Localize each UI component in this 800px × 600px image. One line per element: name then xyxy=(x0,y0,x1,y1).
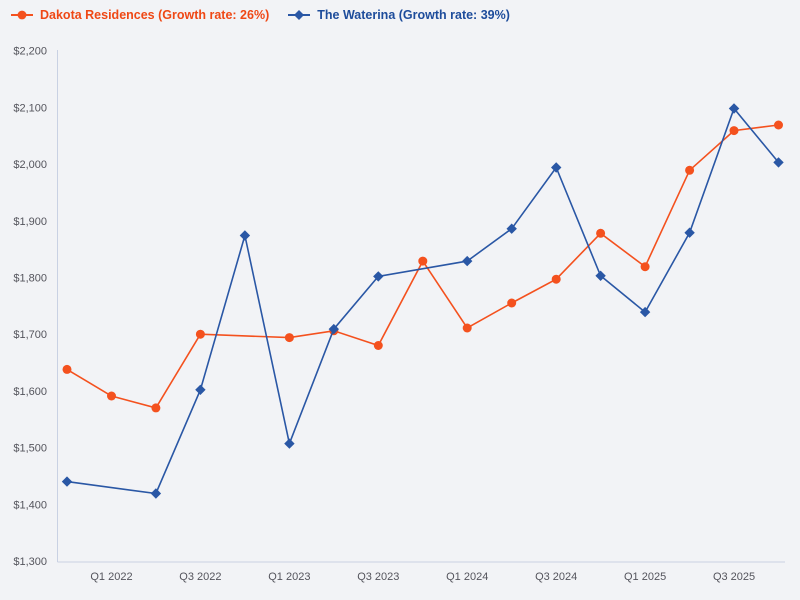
series-dakota-residences xyxy=(62,120,783,413)
line-circle-marker-icon xyxy=(11,10,33,20)
data-point-circle xyxy=(62,364,72,374)
data-point-circle xyxy=(151,403,161,413)
x-tick-label: Q3 2025 xyxy=(713,571,755,583)
data-point-diamond xyxy=(684,227,695,238)
series-the-waterina xyxy=(61,103,784,499)
x-tick-label: Q1 2025 xyxy=(624,571,666,583)
y-tick-label: $2,200 xyxy=(13,46,47,58)
legend-item-dakota-residences[interactable]: Dakota Residences (Growth rate: 26%) xyxy=(10,8,269,22)
data-point-circle xyxy=(462,323,472,333)
data-point-diamond xyxy=(551,162,562,173)
data-point-diamond xyxy=(639,306,651,318)
x-tick-label: Q1 2024 xyxy=(446,571,488,583)
data-point-diamond xyxy=(284,438,295,449)
y-tick-label: $1,700 xyxy=(13,329,47,341)
y-tick-label: $1,500 xyxy=(13,443,47,455)
x-tick-label: Q3 2024 xyxy=(535,571,577,583)
axes xyxy=(57,50,785,563)
data-point-diamond xyxy=(195,384,206,395)
chart-legend: Dakota Residences (Growth rate: 26%) The… xyxy=(10,8,510,22)
y-tick-label: $1,300 xyxy=(13,556,47,568)
legend-item-the-waterina[interactable]: The Waterina (Growth rate: 39%) xyxy=(287,8,510,22)
y-tick-label: $1,800 xyxy=(13,273,47,285)
data-point-circle xyxy=(507,298,517,308)
data-point-circle xyxy=(373,341,383,350)
series-line xyxy=(66,124,779,409)
data-point-circle xyxy=(418,256,428,266)
y-tick-label: $2,100 xyxy=(13,102,47,114)
data-point-diamond xyxy=(150,488,162,499)
x-tick-label: Q1 2023 xyxy=(268,571,310,583)
legend-label-the-waterina: The Waterina (Growth rate: 39%) xyxy=(317,8,510,22)
data-point-circle xyxy=(195,329,205,339)
y-tick-label: $1,600 xyxy=(13,386,47,398)
legend-label-dakota-residences: Dakota Residences (Growth rate: 26%) xyxy=(40,8,270,22)
data-point-circle xyxy=(774,120,783,130)
data-point-circle xyxy=(551,274,561,284)
data-point-circle xyxy=(640,262,650,272)
data-point-diamond xyxy=(373,271,384,282)
line-diamond-marker-icon xyxy=(288,10,311,20)
y-axis-tick-labels: $1,300 $1,400 $1,500 $1,600 $1,700 $1,800 $1,9… xyxy=(13,46,47,568)
data-point-diamond xyxy=(239,230,251,241)
y-tick-label: $1,900 xyxy=(13,216,47,228)
y-tick-label: $1,400 xyxy=(13,499,47,511)
data-point-circle xyxy=(596,228,606,238)
data-point-diamond xyxy=(728,103,740,114)
data-point-diamond xyxy=(595,270,606,281)
data-point-circle xyxy=(685,165,695,175)
data-point-diamond xyxy=(506,223,517,234)
data-point-circle xyxy=(284,333,294,343)
data-point-circle xyxy=(107,391,116,401)
x-tick-label: Q3 2023 xyxy=(357,571,399,583)
data-point-diamond xyxy=(462,255,473,267)
x-tick-label: Q3 2022 xyxy=(179,571,221,583)
data-point-diamond xyxy=(328,323,339,335)
data-point-diamond xyxy=(773,157,784,168)
data-point-circle xyxy=(729,126,739,136)
data-point-diamond xyxy=(61,476,73,487)
x-axis-tick-labels: Q1 2022 Q3 2022 Q1 2023 Q3 2023 Q1 2024 Q3 20… xyxy=(90,571,755,583)
x-tick-label: Q1 2022 xyxy=(90,571,132,583)
y-tick-label: $2,000 xyxy=(13,159,47,171)
series-line xyxy=(66,106,780,495)
